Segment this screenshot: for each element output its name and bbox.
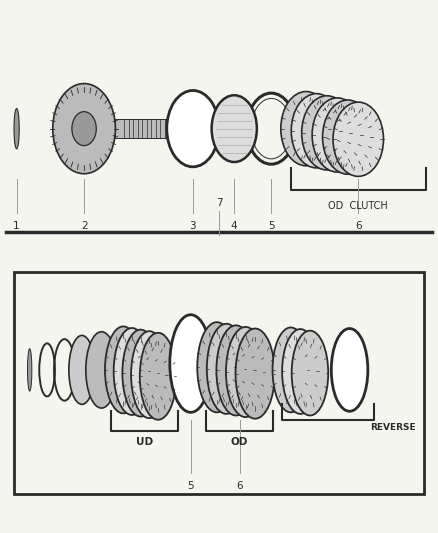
Ellipse shape [197,322,237,413]
Ellipse shape [312,98,363,172]
Polygon shape [116,119,169,138]
Text: OD  CLUTCH: OD CLUTCH [328,201,388,211]
Text: UD: UD [136,437,153,447]
Ellipse shape [86,332,117,408]
Ellipse shape [105,326,141,414]
Ellipse shape [212,95,257,162]
Ellipse shape [122,329,159,417]
Ellipse shape [331,328,368,411]
Text: OD: OD [231,437,248,447]
Ellipse shape [140,333,177,419]
Ellipse shape [207,324,246,414]
Ellipse shape [281,92,331,166]
Ellipse shape [292,330,328,416]
Text: 2: 2 [81,221,88,231]
Ellipse shape [216,325,255,416]
Ellipse shape [333,102,384,176]
Ellipse shape [14,109,19,149]
Text: 5: 5 [187,481,194,491]
Ellipse shape [272,327,309,413]
Text: REVERSE: REVERSE [370,423,416,432]
Ellipse shape [53,84,116,174]
Ellipse shape [131,331,168,418]
Text: 6: 6 [355,221,362,231]
Ellipse shape [236,328,275,419]
Text: 3: 3 [190,221,196,231]
Ellipse shape [69,335,95,405]
Ellipse shape [170,315,212,413]
Bar [14,272,424,495]
Ellipse shape [28,349,32,391]
Ellipse shape [322,100,373,174]
Text: 7: 7 [215,198,223,208]
Ellipse shape [226,327,265,417]
Ellipse shape [302,96,352,170]
Ellipse shape [291,94,342,168]
Text: 4: 4 [231,221,237,231]
Ellipse shape [114,328,150,415]
Text: 1: 1 [13,221,20,231]
Ellipse shape [282,329,319,414]
Ellipse shape [167,91,219,167]
Text: 6: 6 [237,481,243,491]
Text: 5: 5 [268,221,275,231]
Ellipse shape [72,112,96,146]
